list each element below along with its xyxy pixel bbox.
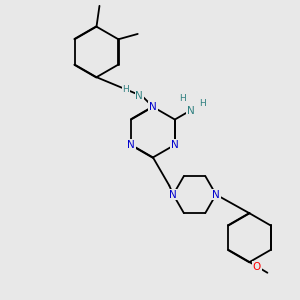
Text: N: N xyxy=(171,140,179,150)
Text: N: N xyxy=(135,91,143,101)
Text: N: N xyxy=(187,106,194,116)
Text: N: N xyxy=(149,102,157,112)
Text: H: H xyxy=(122,85,129,94)
Text: N: N xyxy=(127,140,135,150)
Text: O: O xyxy=(253,262,261,272)
Text: H: H xyxy=(179,94,185,103)
Text: H: H xyxy=(200,99,206,108)
Text: N: N xyxy=(169,190,177,200)
Text: N: N xyxy=(212,190,220,200)
